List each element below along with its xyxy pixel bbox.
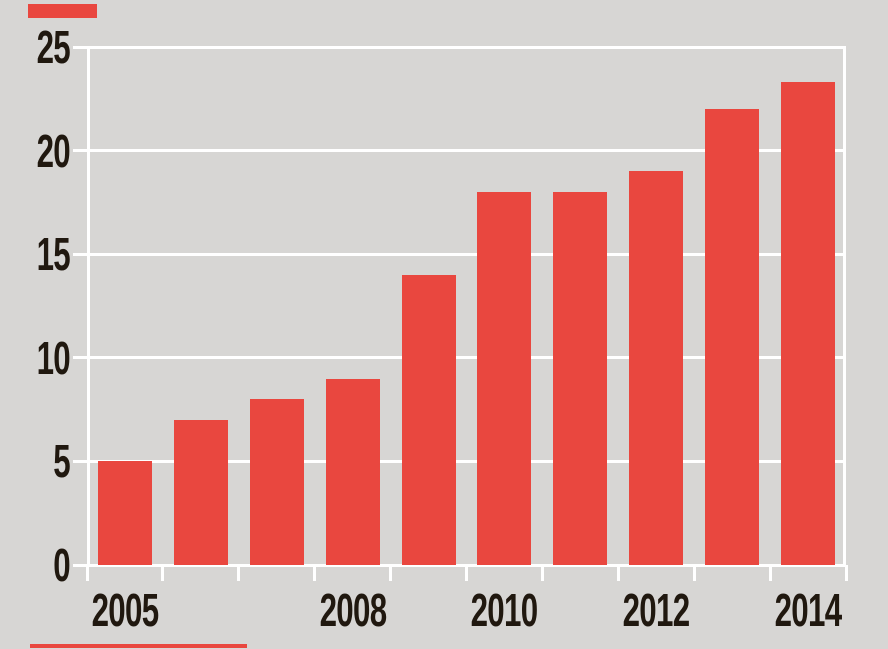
y-tick-label: 20 bbox=[36, 124, 71, 177]
bar bbox=[173, 419, 228, 565]
y-axis-line bbox=[87, 47, 90, 565]
x-tick-mark bbox=[540, 565, 544, 581]
gridline bbox=[87, 149, 846, 153]
gridline bbox=[87, 356, 846, 360]
bar bbox=[325, 378, 380, 565]
y-tick-mark bbox=[73, 563, 87, 567]
y-axis-labels: 0 5 10 15 20 25 bbox=[0, 23, 71, 589]
bar bbox=[249, 399, 304, 565]
y-tick-label: 25 bbox=[36, 21, 71, 73]
gridline bbox=[87, 459, 846, 463]
red-tab-mark bbox=[28, 4, 97, 18]
bar bbox=[629, 171, 684, 565]
x-tick-label: 2008 bbox=[319, 584, 387, 636]
y-tick-label: 0 bbox=[53, 539, 70, 591]
y-tick-label: 15 bbox=[36, 228, 71, 281]
x-tick-label: 2014 bbox=[774, 584, 843, 636]
bar bbox=[553, 192, 608, 565]
right-axis-line bbox=[843, 47, 846, 565]
gridline bbox=[87, 45, 846, 49]
bar bbox=[705, 109, 760, 565]
y-tick-mark bbox=[73, 459, 87, 463]
bar bbox=[477, 192, 532, 565]
bar bbox=[781, 82, 836, 565]
x-axis-labels: 2005 2008 2010 2012 2014 bbox=[87, 569, 846, 639]
x-tick-mark bbox=[389, 565, 393, 581]
x-tick-mark bbox=[768, 565, 772, 581]
red-rule-mark bbox=[30, 644, 247, 648]
x-tick-mark bbox=[237, 565, 241, 581]
gridline bbox=[87, 252, 846, 256]
x-tick-mark bbox=[85, 565, 89, 581]
y-tick-mark bbox=[73, 252, 87, 256]
x-tick-mark bbox=[313, 565, 317, 581]
y-tick-label: 5 bbox=[53, 435, 70, 488]
y-tick-mark bbox=[73, 45, 87, 49]
x-tick-label: 2005 bbox=[91, 584, 160, 636]
x-tick-label: 2010 bbox=[471, 584, 539, 636]
x-tick-mark bbox=[692, 565, 696, 581]
plot-area bbox=[73, 45, 848, 581]
x-tick-mark bbox=[161, 565, 165, 581]
x-tick-mark bbox=[465, 565, 468, 581]
y-tick-mark bbox=[73, 356, 87, 360]
y-tick-label: 10 bbox=[36, 331, 71, 384]
x-tick-mark bbox=[844, 565, 848, 581]
bar bbox=[97, 461, 152, 565]
y-tick-mark bbox=[73, 149, 87, 153]
x-tick-mark bbox=[616, 565, 620, 581]
bar bbox=[401, 274, 456, 565]
x-tick-label: 2012 bbox=[622, 584, 691, 636]
